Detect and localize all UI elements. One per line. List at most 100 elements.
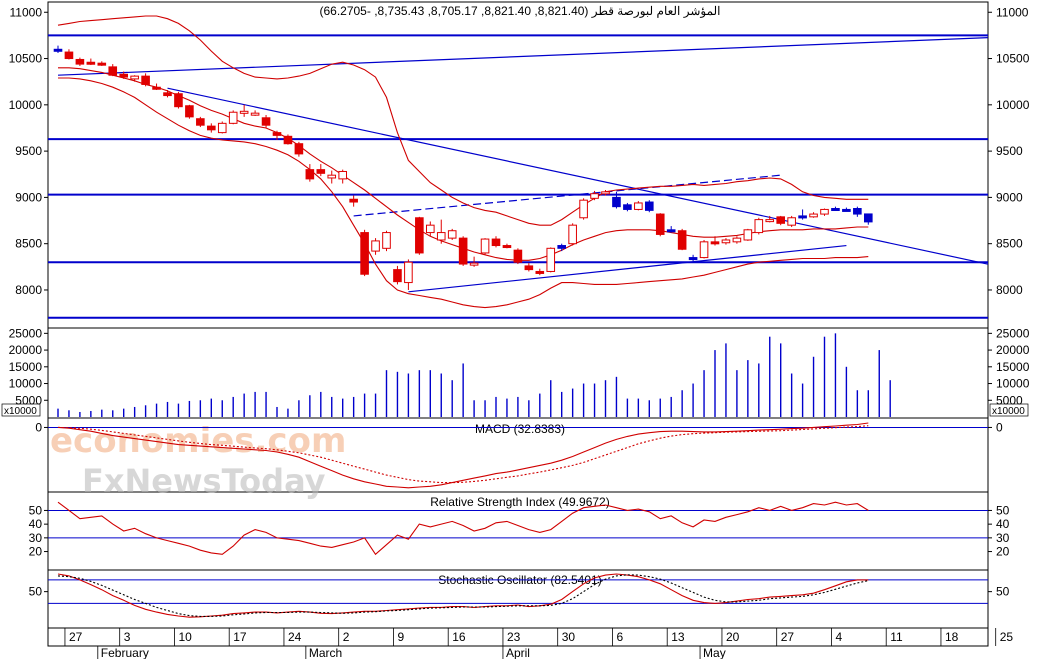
date-tick-label: 6 xyxy=(616,630,623,644)
candle-body xyxy=(141,75,150,85)
candle-body xyxy=(579,199,588,219)
bollinger-upper-band xyxy=(57,15,869,226)
candle-body xyxy=(458,237,468,265)
candle-body xyxy=(174,93,183,108)
price-axis-tick-label-left: 9500 xyxy=(15,144,42,158)
rsi-axis-tick-label-right: 50 xyxy=(996,503,1010,517)
date-tick-label: 24 xyxy=(288,630,302,644)
rsi-axis-tick-label-left: 40 xyxy=(29,517,43,531)
price-axis-tick-label-left: 10500 xyxy=(9,52,43,66)
macd-series-line xyxy=(57,422,869,489)
candle-body xyxy=(108,66,118,76)
price-chart-title: المؤشر العام لبورصة قطر (8,821.40, 8,821… xyxy=(319,4,720,18)
volume-scale-label-left: x10000 xyxy=(4,406,37,417)
candle-body xyxy=(710,241,720,245)
candle-body xyxy=(436,232,446,241)
date-tick-label: 30 xyxy=(562,630,576,644)
macd-title: MACD (32.8383) xyxy=(475,422,565,436)
candle-body xyxy=(447,230,457,239)
candle-body xyxy=(185,105,194,118)
candle-body xyxy=(283,135,293,145)
candle-body xyxy=(371,240,380,252)
rsi-series-line xyxy=(57,501,869,556)
date-tick-label: 13 xyxy=(671,630,685,644)
candle-body xyxy=(382,232,391,249)
candle-body xyxy=(239,110,249,114)
panel-frames xyxy=(47,1,989,647)
candle-body xyxy=(250,112,260,116)
candle-body xyxy=(469,262,479,266)
trendline xyxy=(57,37,989,76)
price-axis-tick-label-left: 8000 xyxy=(15,283,42,297)
date-tick-label: 20 xyxy=(726,630,740,644)
rsi-axis-tick-label-left: 20 xyxy=(29,545,43,559)
date-tick-label: 17 xyxy=(233,630,247,644)
rsi-axis-tick-label-right: 20 xyxy=(996,545,1010,559)
volume-axis-tick-label-right: 15000 xyxy=(996,360,1030,374)
candle-body xyxy=(327,174,337,179)
volume-axis-tick-label-right: 10000 xyxy=(996,377,1030,391)
trendline xyxy=(167,87,989,265)
date-tick-label: 23 xyxy=(507,630,521,644)
price-axis-tick-label-left: 11000 xyxy=(10,5,43,19)
candle-body xyxy=(349,198,358,203)
price-axis-tick-label-right: 10000 xyxy=(996,98,1030,112)
candle-body xyxy=(677,230,687,250)
candle-body xyxy=(305,169,315,180)
price-axis-tick-label-right: 10500 xyxy=(996,52,1030,66)
candle-body xyxy=(75,58,85,65)
candle-body xyxy=(217,122,227,134)
rsi-axis-tick-label-left: 50 xyxy=(29,503,43,517)
candle-body xyxy=(765,219,775,223)
volume-scale-box-left xyxy=(1,403,41,417)
candle-body xyxy=(228,111,238,124)
volume-axis-tick-label-left: 15000 xyxy=(9,360,43,374)
candle-body xyxy=(393,269,402,283)
candle-body xyxy=(864,213,873,223)
candle-body xyxy=(152,86,161,90)
price-axis-tick-label-right: 8500 xyxy=(996,237,1023,251)
date-tick-label: 11 xyxy=(890,630,903,644)
candle-body xyxy=(64,51,74,60)
candle-body xyxy=(776,216,786,224)
candle-body xyxy=(699,241,709,259)
candle-body xyxy=(655,213,665,235)
candle-body xyxy=(853,208,862,215)
candle-body xyxy=(360,232,369,275)
date-tick-label: 10 xyxy=(178,630,192,644)
price-layer xyxy=(48,15,989,319)
date-tick-label: 3 xyxy=(124,630,131,644)
candle-body xyxy=(415,217,424,254)
price-axis-tick-label-right: 9500 xyxy=(996,144,1023,158)
candle-body xyxy=(86,61,96,65)
volume-axis-tick-label-right: 5000 xyxy=(996,393,1023,407)
candle-body xyxy=(721,239,731,244)
volume-axis-tick-label-right: 25000 xyxy=(996,326,1030,340)
candle-body xyxy=(546,247,556,272)
candle-body xyxy=(338,170,347,180)
volume-axis-tick-label-left: 5000 xyxy=(15,393,42,407)
candle-body xyxy=(798,215,807,219)
stochastic-axis-tick-label-right: 50 xyxy=(996,585,1010,599)
price-axis-tick-label-right: 8000 xyxy=(996,283,1023,297)
volume-axis-tick-label-right: 20000 xyxy=(996,343,1030,357)
volume-axis-tick-label-left: 25000 xyxy=(9,326,43,340)
stochastic-axis-tick-label-left: 50 xyxy=(29,585,43,599)
candle-body xyxy=(601,191,610,195)
candle-body xyxy=(634,202,643,210)
date-axis-frame xyxy=(47,627,989,647)
macd-axis-tick-label-right: 0 xyxy=(996,420,1003,434)
candle-body xyxy=(491,238,501,247)
candle-body xyxy=(426,224,435,234)
candle-body xyxy=(787,217,796,226)
date-tick-label: 9 xyxy=(397,630,404,644)
candle-body xyxy=(524,265,534,271)
volume-scale-labels: x10000 x10000 xyxy=(1,403,1029,417)
date-tick-label: 27 xyxy=(69,630,83,644)
macd-layer xyxy=(48,422,988,489)
volume-axis-tick-label-left: 20000 xyxy=(9,343,43,357)
candle-body xyxy=(261,117,271,126)
candle-body xyxy=(130,75,139,80)
